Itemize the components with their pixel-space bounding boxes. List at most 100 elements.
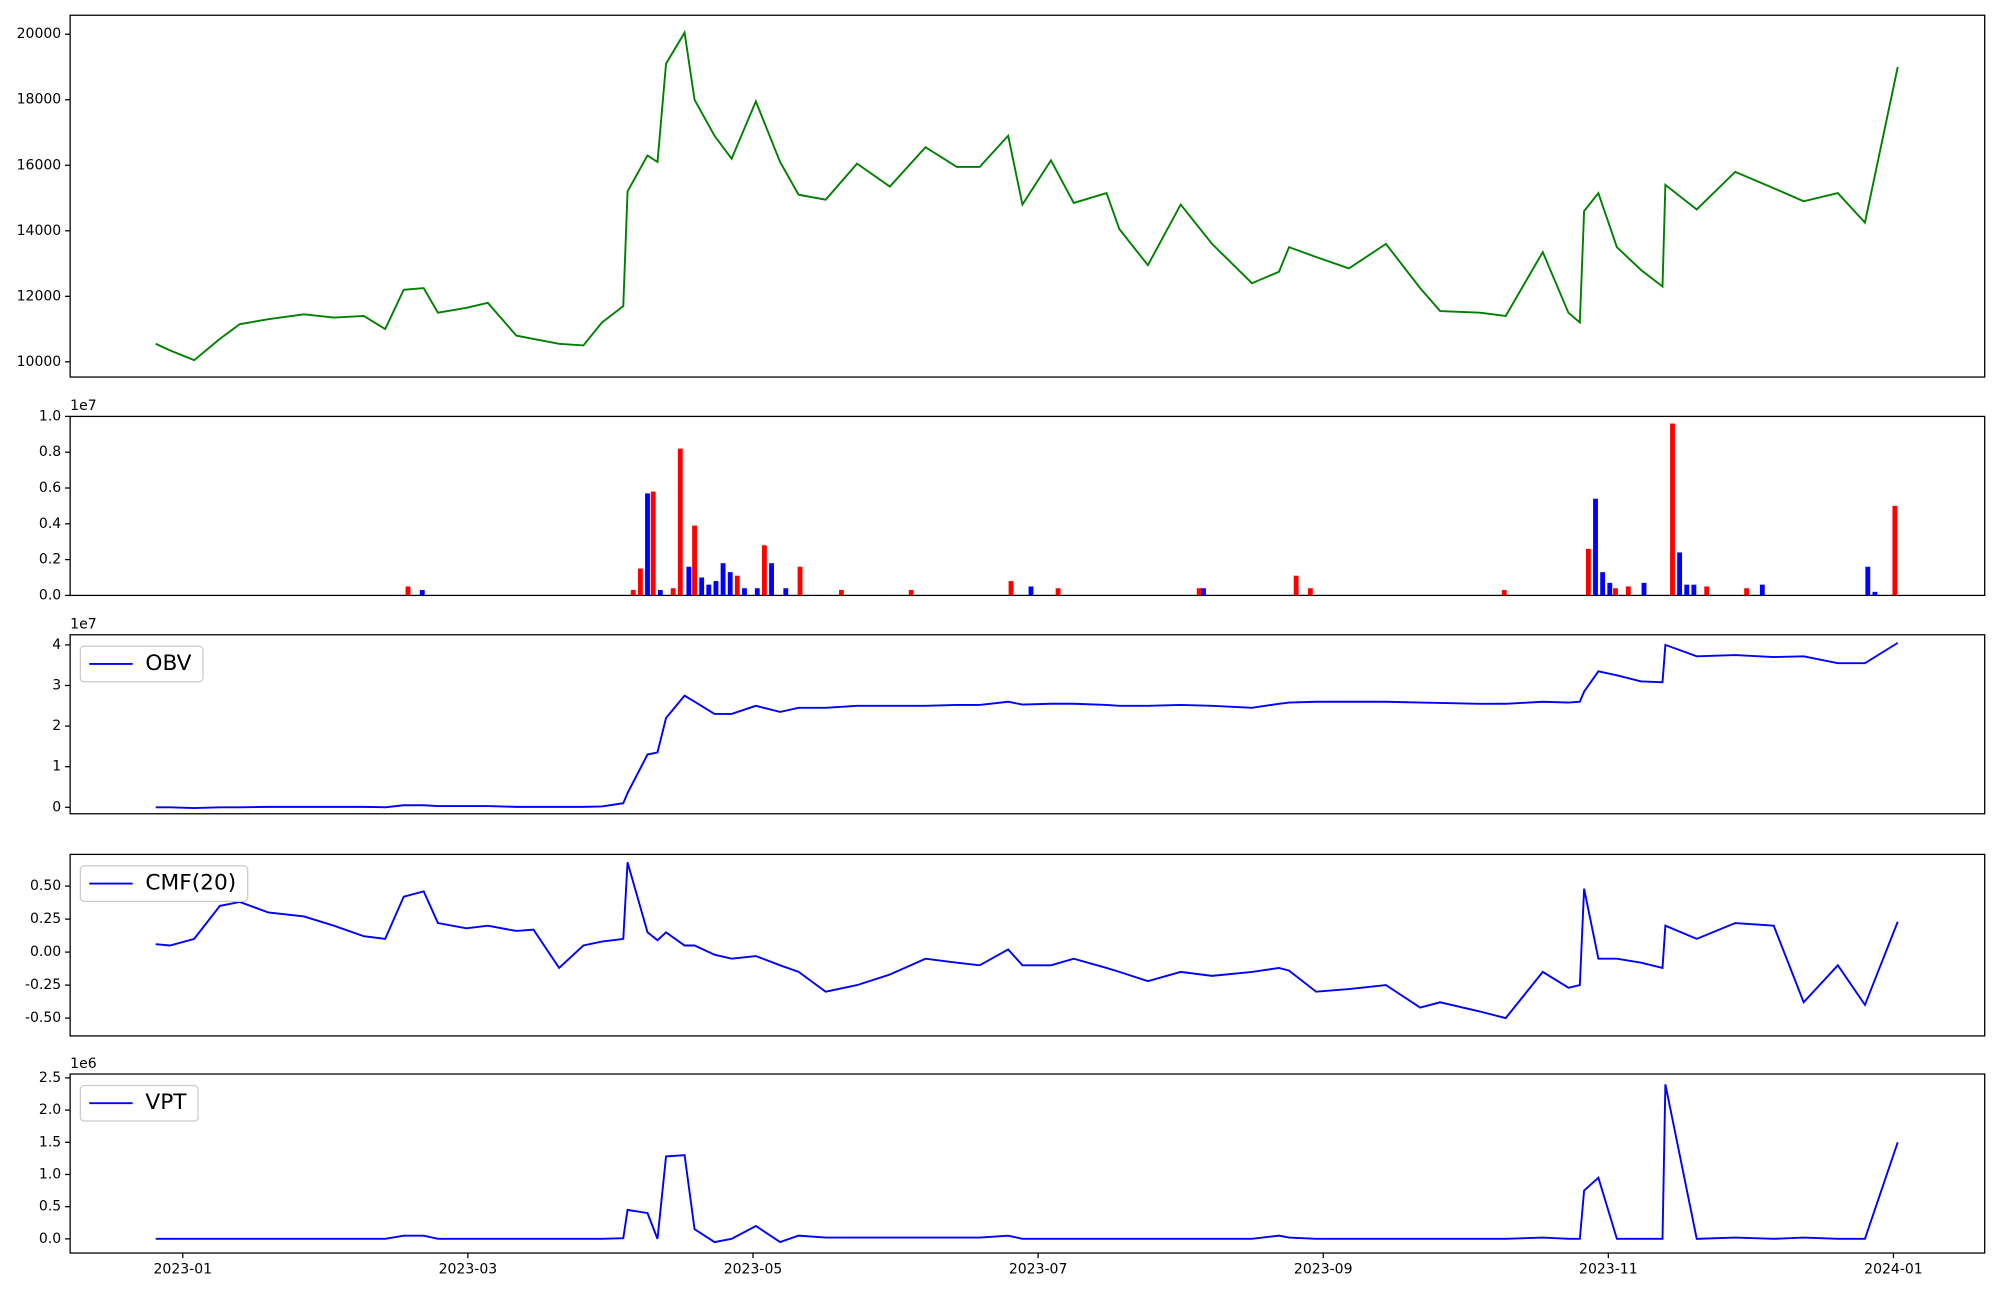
line <box>155 642 1899 810</box>
axes-frame <box>69 14 1986 378</box>
y-tick-label: 0.00 <box>30 944 61 960</box>
legend-box <box>79 1084 199 1122</box>
bar <box>650 491 656 596</box>
x-tick-label: 2023-09 <box>1294 1262 1353 1278</box>
x-tick-label: 2023-01 <box>153 1262 212 1278</box>
bar <box>1593 498 1598 596</box>
axis-offset: 1e7 <box>70 617 96 633</box>
bar <box>1008 581 1014 596</box>
y-tick-label: 1.0 <box>39 1166 61 1182</box>
bar <box>1613 588 1618 596</box>
bar <box>657 590 663 596</box>
y-tick-label: 2.5 <box>39 1070 61 1086</box>
y-tick-label: 3 <box>52 678 61 694</box>
y-tick-label: -0.25 <box>25 977 61 993</box>
bar <box>1759 584 1765 596</box>
bar <box>637 568 643 596</box>
x-tick-label: 2023-03 <box>439 1262 498 1278</box>
y-tick-label: 16000 <box>17 157 62 173</box>
line <box>155 1084 1899 1244</box>
legend-label: CMF(20) <box>145 871 236 896</box>
bar <box>1684 584 1690 596</box>
bar <box>1600 572 1606 596</box>
y-tick-label: 0.2 <box>39 552 61 568</box>
bar <box>1307 588 1313 596</box>
bar <box>838 590 844 596</box>
y-tick-label: -0.50 <box>25 1010 61 1026</box>
y-tick-label: 2.0 <box>39 1102 61 1118</box>
axis-offset: 1e7 <box>70 398 96 414</box>
bar <box>1744 588 1750 596</box>
bar <box>1055 588 1061 596</box>
axes-frame <box>69 415 1986 597</box>
axes-frame <box>69 853 1986 1037</box>
bar <box>1028 586 1034 596</box>
y-tick-label: 0.4 <box>39 516 61 532</box>
y-tick-label: 1.0 <box>39 408 61 424</box>
bar <box>1691 584 1697 596</box>
y-tick-label: 1 <box>52 759 61 775</box>
bar <box>1670 423 1675 596</box>
axes-frame <box>69 634 1986 815</box>
x-tick-label: 2024-01 <box>1864 1262 1923 1278</box>
legend-box <box>79 865 249 903</box>
bar <box>1872 591 1878 596</box>
bar <box>1501 590 1507 596</box>
y-tick-label: 1.5 <box>39 1134 61 1150</box>
bar <box>769 563 774 596</box>
y-tick-label: 0.6 <box>39 480 61 496</box>
bar <box>1607 582 1613 596</box>
bar <box>713 581 719 596</box>
y-tick-label: 2 <box>52 718 61 734</box>
line <box>155 29 1899 362</box>
y-tick-label: 0.0 <box>39 1231 61 1247</box>
y-tick-label: 0.0 <box>39 587 61 603</box>
bar <box>1892 505 1898 596</box>
bar <box>645 493 650 596</box>
y-tick-label: 10000 <box>17 354 62 370</box>
bar <box>706 584 712 596</box>
bar <box>1704 586 1710 596</box>
axes-frame <box>69 1073 1986 1254</box>
bar <box>670 588 676 596</box>
bar <box>727 572 733 596</box>
bar <box>1641 582 1647 596</box>
bar <box>686 566 692 596</box>
x-tick-label: 2023-05 <box>724 1262 783 1278</box>
legend-label: OBV <box>145 651 191 676</box>
bar <box>1865 566 1871 596</box>
line <box>155 862 1899 1020</box>
bar <box>761 545 767 596</box>
y-tick-label: 0.50 <box>30 878 61 894</box>
legend-label: VPT <box>145 1090 187 1115</box>
bar <box>1201 588 1206 596</box>
bar <box>692 525 697 596</box>
y-tick-label: 0.5 <box>39 1199 61 1215</box>
bar <box>405 586 411 596</box>
y-tick-label: 0 <box>52 799 61 815</box>
legend-box <box>79 645 204 683</box>
y-tick-label: 4 <box>52 637 61 653</box>
x-tick-label: 2023-11 <box>1579 1262 1638 1278</box>
bar <box>677 448 683 596</box>
bar <box>742 588 747 596</box>
y-tick-label: 18000 <box>17 92 62 108</box>
bar <box>699 577 705 596</box>
bar <box>783 588 789 596</box>
y-tick-label: 20000 <box>17 26 62 42</box>
bar <box>1293 575 1299 596</box>
y-tick-label: 14000 <box>17 223 62 239</box>
axis-offset: 1e6 <box>70 1056 97 1072</box>
bar <box>1677 552 1683 596</box>
bar <box>908 590 914 596</box>
bar <box>720 563 726 596</box>
bar <box>419 590 425 596</box>
x-tick-label: 2023-07 <box>1009 1262 1068 1278</box>
bar <box>630 590 636 596</box>
bar <box>797 566 803 596</box>
bar <box>1625 586 1631 596</box>
bar <box>734 575 740 596</box>
y-tick-label: 0.25 <box>30 911 61 927</box>
